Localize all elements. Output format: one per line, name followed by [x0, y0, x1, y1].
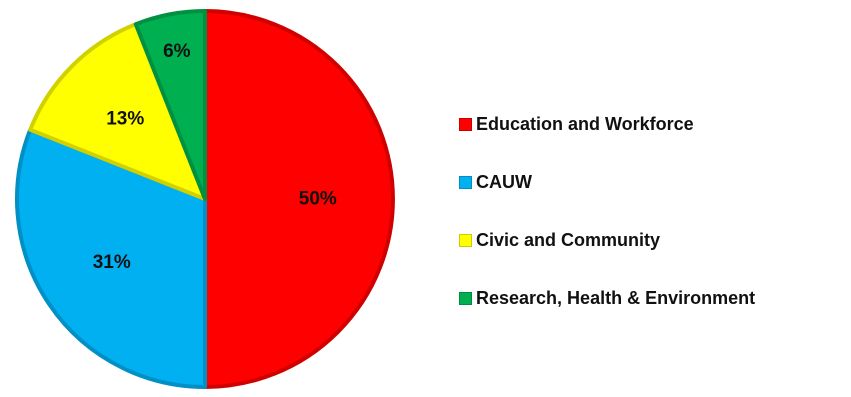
- legend-label: Research, Health & Environment: [476, 287, 756, 308]
- legend-label: Civic and Community: [476, 229, 661, 250]
- pie-slice-cauw: [15, 127, 207, 389]
- slice-value-label: 31%: [93, 252, 131, 273]
- legend-swatch: [459, 291, 472, 305]
- legend-swatch: [459, 175, 472, 189]
- legend-item-cauw: CAUW: [459, 167, 851, 197]
- legend-label: CAUW: [476, 171, 532, 192]
- slice-value-label: 50%: [299, 189, 337, 210]
- slice-value-label: 6%: [163, 41, 191, 62]
- legend-item-education-and-workforce: Education and Workforce: [459, 109, 851, 139]
- slice-value-label: 13%: [106, 109, 144, 130]
- legend-swatch: [459, 233, 472, 247]
- legend-item-research-health-environment: Research, Health & Environment: [459, 283, 851, 313]
- pie-slice-research-health-environment: [133, 9, 207, 201]
- pie-slice-education-and-workforce: [203, 9, 395, 389]
- legend-label: Education and Workforce: [476, 113, 694, 134]
- legend-swatch: [459, 117, 472, 131]
- legend: Education and Workforce CAUW Civic and C…: [459, 109, 851, 341]
- legend-item-civic-and-community: Civic and Community: [459, 225, 851, 255]
- pie-slice-civic-and-community: [28, 22, 207, 201]
